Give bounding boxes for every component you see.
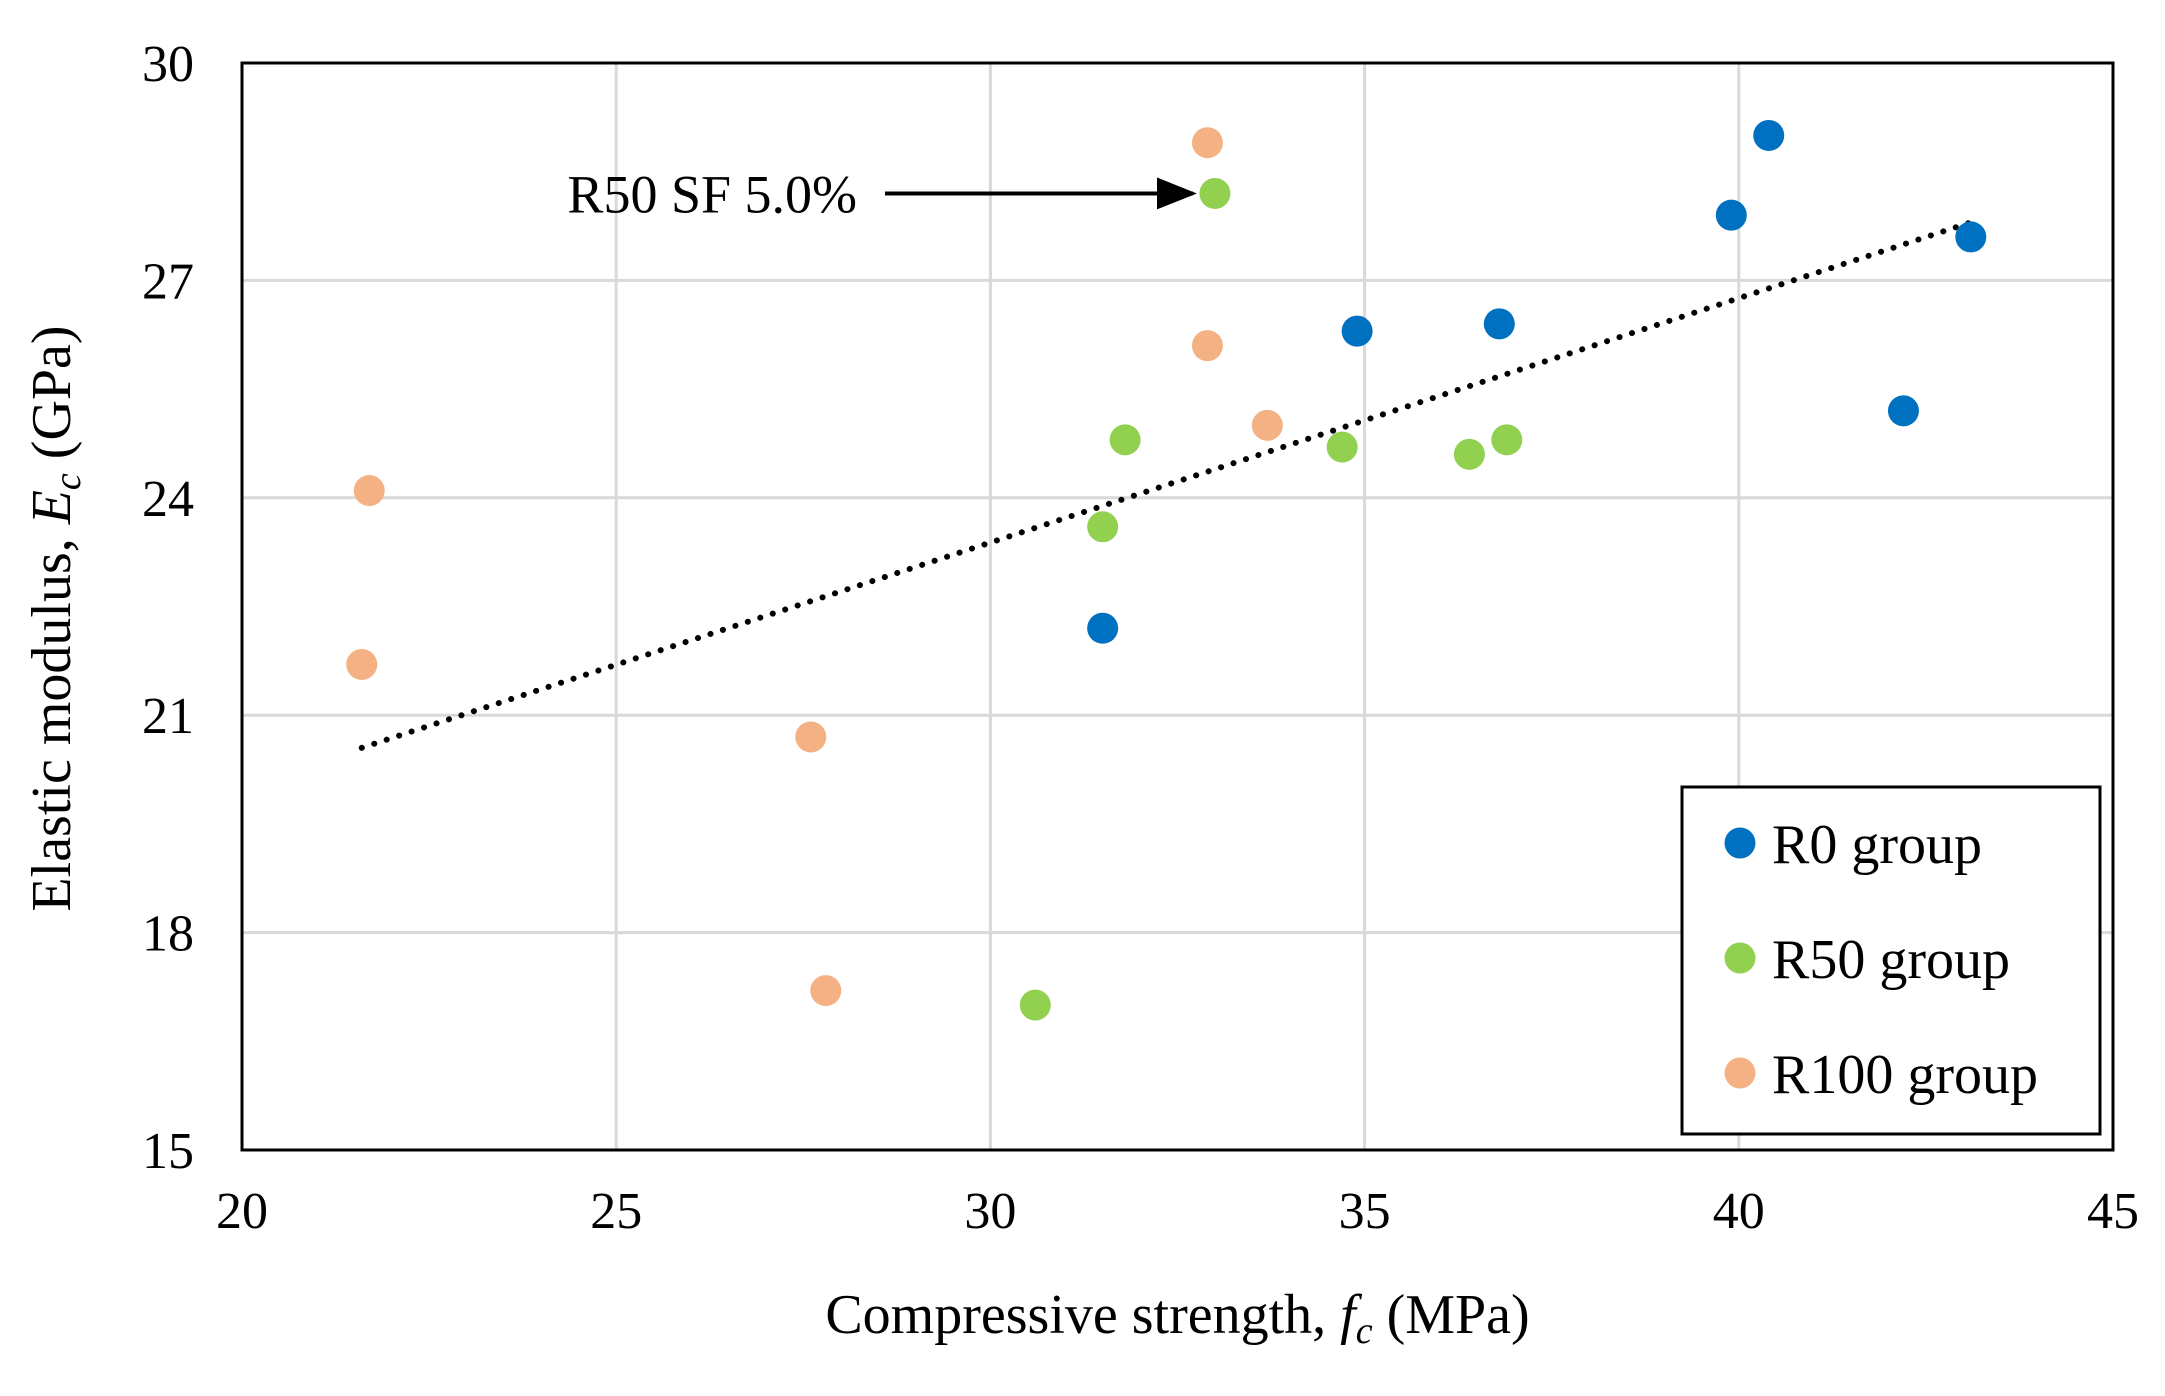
data-point	[1191, 127, 1223, 159]
data-point	[1955, 221, 1987, 253]
annotation-label: R50 SF 5.0%	[567, 164, 857, 224]
y-tick-label: 30	[142, 36, 194, 93]
x-axis-title: Compressive strength, fc (MPa)	[825, 1284, 1529, 1352]
data-point	[795, 721, 827, 753]
tick-labels: 20 25 30 35 40 45 15 18 21 24 27 30	[142, 36, 2139, 1240]
data-point	[1491, 424, 1523, 456]
data-point	[1753, 119, 1785, 151]
legend: R0 group R50 group R100 group	[1680, 785, 2102, 1136]
legend-marker	[1724, 942, 1756, 974]
y-axis-title-subscript: c	[47, 473, 89, 490]
data-point	[346, 648, 378, 680]
data-point	[1109, 424, 1141, 456]
data-point	[1019, 989, 1051, 1021]
data-point	[1483, 308, 1515, 340]
data-point	[1326, 431, 1358, 463]
data-point	[1341, 315, 1373, 347]
data-point	[1715, 199, 1747, 231]
x-tick-label: 45	[2087, 1183, 2139, 1240]
trendline-group	[358, 219, 1974, 751]
trendline	[358, 219, 1974, 751]
legend-label: R50 group	[1772, 929, 2010, 991]
x-axis-title-subscript: c	[1356, 1310, 1373, 1352]
x-tick-label: 30	[964, 1183, 1016, 1240]
annotation: R50 SF 5.0%	[567, 164, 1197, 224]
x-tick-label: 35	[1339, 1183, 1391, 1240]
series-2-points	[1019, 177, 1523, 1021]
plot-area-border	[240, 61, 2115, 1152]
gridlines	[242, 63, 2113, 1150]
y-tick-label: 21	[142, 688, 194, 745]
data-point	[1087, 511, 1119, 543]
legend-marker	[1724, 1057, 1756, 1089]
x-axis-title-prefix: Compressive strength,	[825, 1284, 1340, 1346]
legend-label: R0 group	[1772, 814, 1982, 876]
data-point	[1199, 177, 1231, 209]
data-point	[353, 475, 385, 507]
y-axis-title-prefix: Elastic modulus,	[21, 524, 83, 911]
legend-marker	[1724, 827, 1756, 859]
x-tick-label: 25	[590, 1183, 642, 1240]
x-tick-label: 20	[216, 1183, 268, 1240]
legend-label: R100 group	[1772, 1044, 2038, 1106]
data-point	[1251, 409, 1283, 441]
data-point	[1887, 395, 1919, 427]
x-tick-label: 40	[1713, 1183, 1765, 1240]
series-3-points	[346, 127, 1283, 1007]
data-point	[1087, 612, 1119, 644]
data-points	[346, 119, 1987, 1021]
y-axis-title-suffix: (GPa)	[21, 325, 83, 473]
y-tick-label: 15	[142, 1123, 194, 1180]
y-tick-label: 27	[142, 253, 194, 310]
y-tick-label: 24	[142, 471, 194, 528]
data-point	[1453, 438, 1485, 470]
series-1-points	[1087, 119, 1987, 644]
y-tick-label: 18	[142, 906, 194, 963]
data-point	[810, 975, 842, 1007]
y-axis-title-symbol: E	[21, 490, 83, 525]
data-point	[1191, 330, 1223, 362]
x-axis-title-suffix: (MPa)	[1373, 1284, 1530, 1346]
y-axis-title: Elastic modulus, Ec (GPa)	[21, 325, 89, 911]
